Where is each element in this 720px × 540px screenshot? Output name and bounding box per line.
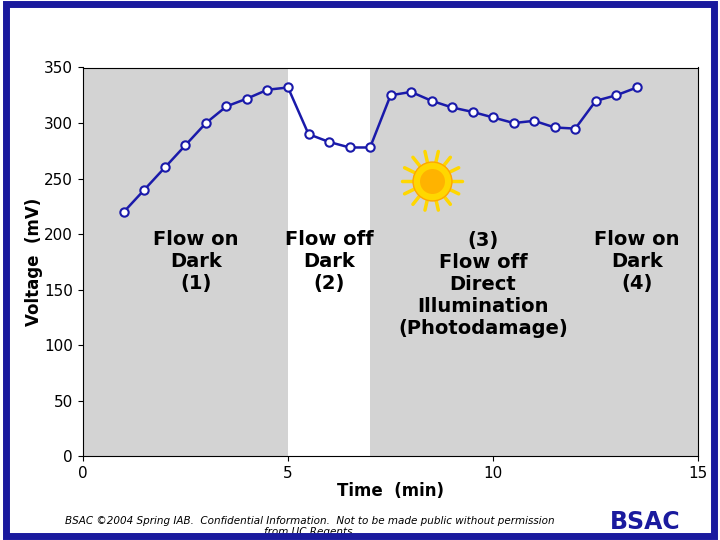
Text: Flow off
Dark
(2): Flow off Dark (2) xyxy=(284,231,374,293)
Text: BSAC ©2004 Spring IAB.  Confidential Information.  Not to be made public without: BSAC ©2004 Spring IAB. Confidential Info… xyxy=(65,516,554,537)
Text: Flow on
Dark
(1): Flow on Dark (1) xyxy=(153,231,238,293)
Bar xyxy=(370,68,596,456)
Text: OCV: Interaction of Flow & Light: OCV: Interaction of Flow & Light xyxy=(22,19,501,45)
X-axis label: Time  (min): Time (min) xyxy=(337,482,444,501)
Text: (3)
Flow off
Direct
Illumination
(Photodamage): (3) Flow off Direct Illumination (Photod… xyxy=(398,231,568,338)
Bar xyxy=(104,68,288,456)
Text: BSAC: BSAC xyxy=(610,510,680,534)
Bar xyxy=(596,68,698,456)
Text: Flow on
Dark
(4): Flow on Dark (4) xyxy=(594,231,680,293)
Y-axis label: Voltage  (mV): Voltage (mV) xyxy=(24,198,42,326)
Bar xyxy=(288,68,370,456)
